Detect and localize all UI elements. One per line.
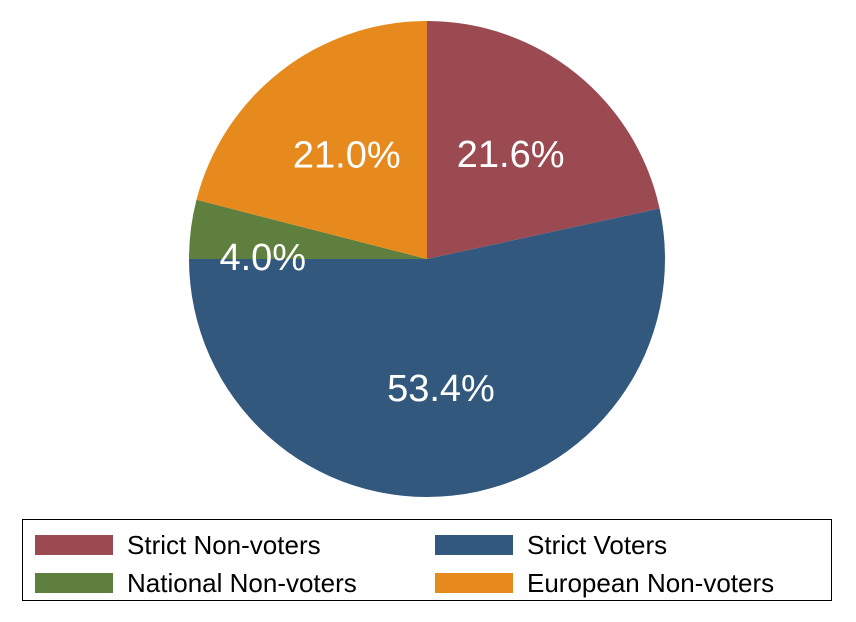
pie-chart: 21.6% 53.4% 4.0% 21.0% [189, 21, 665, 497]
legend-label-national-non-voters: National Non-voters [127, 567, 357, 598]
legend-label-strict-voters: Strict Voters [527, 529, 668, 560]
legend-label-european-non-voters: European Non-voters [527, 567, 775, 598]
legend-item-european-non-voters: European Non-voters [435, 568, 774, 598]
pie-slice-national-non-voters [189, 199, 427, 259]
pie-slice-strict-non-voters [427, 21, 660, 259]
slice-label-strict-voters: 53.4% [387, 368, 495, 410]
legend-swatch-national-non-voters [35, 573, 113, 593]
legend: Strict Non-voters Strict Voters National… [22, 519, 832, 601]
legend-swatch-strict-voters [435, 535, 513, 555]
pie-slice-european-non-voters [196, 21, 427, 259]
legend-item-strict-voters: Strict Voters [435, 530, 667, 560]
slice-label-national-non-voters: 4.0% [219, 237, 306, 279]
legend-item-national-non-voters: National Non-voters [35, 568, 357, 598]
slice-label-european-non-voters: 21.0% [293, 135, 401, 177]
pie-slice-labels: 21.6% 53.4% 4.0% 21.0% [219, 134, 564, 410]
pie-slice-strict-voters [189, 208, 665, 497]
legend-item-strict-non-voters: Strict Non-voters [35, 530, 321, 560]
legend-swatch-strict-non-voters [35, 535, 113, 555]
legend-label-strict-non-voters: Strict Non-voters [127, 529, 321, 560]
slice-label-strict-non-voters: 21.6% [457, 134, 565, 176]
pie-slices [189, 21, 665, 497]
legend-swatch-european-non-voters [435, 573, 513, 593]
